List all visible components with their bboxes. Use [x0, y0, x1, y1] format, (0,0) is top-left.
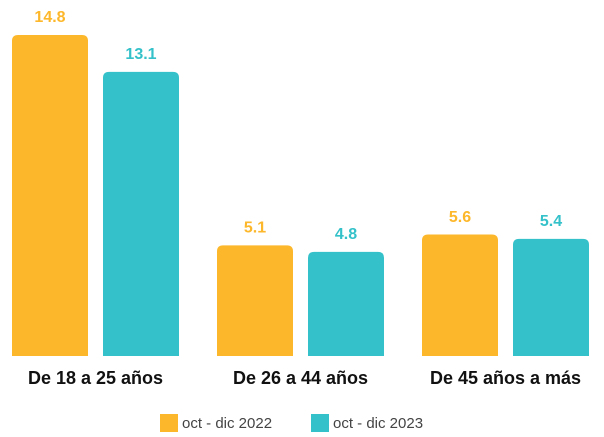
bar [12, 35, 88, 356]
bar [513, 238, 589, 356]
value-label: 5.1 [244, 220, 266, 237]
legend-label: oct - dic 2022 [182, 415, 272, 432]
x-tick-label: De 26 a 44 años [233, 368, 368, 388]
bar [422, 234, 498, 356]
bar [217, 245, 293, 356]
x-tick-label: De 45 años a más [430, 368, 581, 388]
bar [103, 71, 179, 357]
value-label: 5.4 [540, 213, 562, 230]
legend-label: oct - dic 2023 [333, 415, 423, 432]
x-tick-label: De 18 a 25 años [28, 368, 163, 388]
value-label: 13.1 [125, 46, 156, 63]
bar [308, 251, 384, 356]
legend-swatch [160, 414, 178, 432]
value-label: 5.6 [449, 209, 471, 226]
value-label: 14.8 [34, 9, 65, 26]
value-label: 4.8 [335, 226, 357, 243]
legend-swatch [311, 414, 329, 432]
